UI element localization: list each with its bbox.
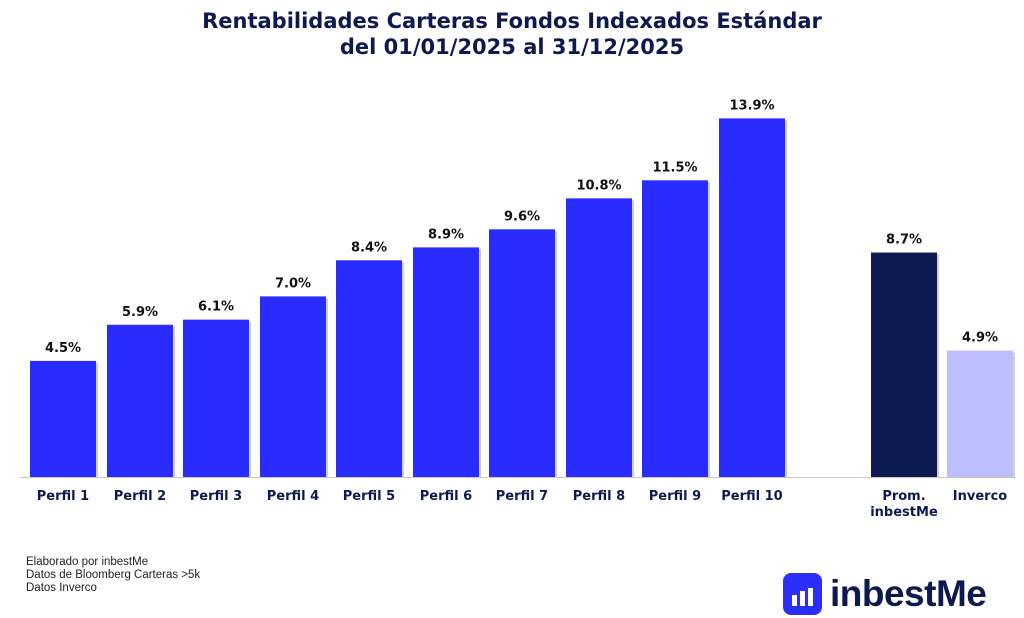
x-tick-label: Perfil 5 (343, 489, 395, 504)
data-label: 10.8% (576, 178, 621, 193)
bar (183, 319, 249, 477)
data-label: 4.5% (45, 341, 81, 356)
x-tick-label: Perfil 4 (267, 489, 319, 504)
inbestme-logo: inbestMe (783, 573, 987, 615)
bar (642, 180, 708, 478)
x-tick-label: Perfil 3 (190, 489, 242, 504)
note: Datos de Bloomberg Carteras >5k (26, 569, 201, 581)
data-label: 7.0% (275, 276, 311, 291)
data-label: 8.7% (886, 233, 922, 248)
data-label: 6.1% (198, 300, 234, 315)
data-label: 13.9% (729, 98, 774, 113)
bar (107, 324, 173, 477)
data-label: 11.5% (652, 160, 697, 175)
x-tick-label: Perfil 10 (721, 489, 782, 504)
chart-title: Rentabilidades Carteras Fondos Indexados… (0, 8, 1024, 60)
data-label: 5.9% (122, 305, 158, 320)
x-tick-label: Perfil 6 (420, 489, 472, 504)
bar-chart-logo-icon (783, 573, 822, 615)
data-label: 8.4% (351, 240, 387, 255)
logo-text: inbestMe (830, 573, 987, 614)
bar (260, 296, 326, 477)
data-label: 4.9% (962, 331, 998, 346)
note: Elaborado por inbestMe (26, 556, 149, 568)
x-tick-label: Prom. inbestMe (870, 489, 938, 520)
bar (566, 198, 632, 478)
data-label: 9.6% (504, 209, 540, 224)
bar-chart: 4.5% Perfil 1 5.9% Perfil 2 6.1% Perfil 3 7.0%… (20, 98, 1016, 520)
bar (947, 350, 1013, 477)
source-notes: Elaborado por inbestMe Datos de Bloomber… (26, 556, 200, 595)
bar (489, 229, 555, 477)
bar (413, 247, 479, 477)
bar (871, 252, 937, 477)
bar (719, 118, 785, 477)
bar (30, 360, 96, 477)
note: Datos Inverco (26, 582, 97, 594)
title-line-1: Rentabilidades Carteras Fondos Indexados… (202, 9, 822, 33)
title-line-2: del 01/01/2025 al 31/12/2025 (339, 35, 685, 59)
x-tick-label: Perfil 2 (114, 489, 166, 504)
x-tick-label: Perfil 8 (573, 489, 625, 504)
x-tick-label: Inverco (953, 489, 1008, 504)
x-tick-label: Perfil 9 (649, 489, 701, 504)
x-tick-label: Perfil 1 (37, 489, 89, 504)
x-tick-label: Perfil 7 (496, 489, 548, 504)
data-label: 8.9% (428, 227, 464, 242)
bar (336, 260, 402, 477)
